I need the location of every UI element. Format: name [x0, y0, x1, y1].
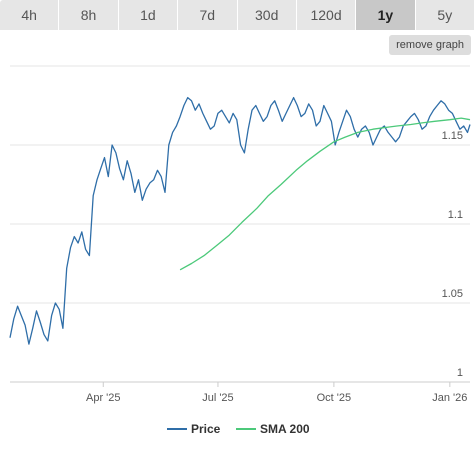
- range-tabs: 4h 8h 1d 7d 30d 120d 1y 5y: [0, 0, 474, 30]
- tab-1d[interactable]: 1d: [118, 0, 179, 30]
- x-tick-label: Jan '26: [432, 392, 467, 404]
- tab-120d[interactable]: 120d: [296, 0, 357, 30]
- y-tick-label: 1: [457, 367, 463, 379]
- tab-1y[interactable]: 1y: [356, 0, 416, 30]
- price-line: [9, 96, 471, 345]
- legend-label: Price: [191, 422, 221, 436]
- tab-7d[interactable]: 7d: [178, 0, 238, 30]
- y-tick-label: 1.05: [442, 288, 463, 300]
- y-tick-label: 1.1: [448, 209, 463, 221]
- x-tick-label: Oct '25: [317, 392, 352, 404]
- legend-label: SMA 200: [260, 422, 310, 436]
- tab-5y[interactable]: 5y: [415, 0, 474, 30]
- x-tick-label: Jul '25: [202, 392, 233, 404]
- x-tick-label: Apr '25: [86, 392, 121, 404]
- tab-8h[interactable]: 8h: [59, 0, 119, 30]
- y-tick-label: 1.15: [442, 130, 463, 142]
- sma-200-line: [179, 117, 471, 271]
- tab-4h[interactable]: 4h: [0, 0, 60, 30]
- tab-30d[interactable]: 30d: [237, 0, 297, 30]
- remove-graph-button[interactable]: remove graph: [389, 35, 471, 55]
